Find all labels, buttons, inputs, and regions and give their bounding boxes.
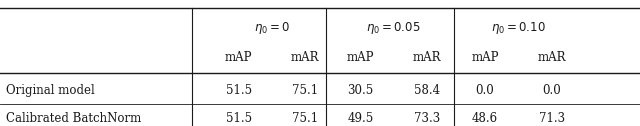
Text: mAR: mAR [413,51,441,65]
Text: $\eta_0 = 0.10$: $\eta_0 = 0.10$ [491,20,546,36]
Text: mAR: mAR [538,51,566,65]
Text: mAR: mAR [291,51,319,65]
Text: mAP: mAP [472,51,499,65]
Text: 73.3: 73.3 [413,112,440,125]
Text: 48.6: 48.6 [472,112,498,125]
Text: 51.5: 51.5 [226,112,252,125]
Text: 30.5: 30.5 [347,84,374,97]
Text: Calibrated BatchNorm: Calibrated BatchNorm [6,112,141,125]
Text: 0.0: 0.0 [476,84,495,97]
Text: 58.4: 58.4 [414,84,440,97]
Text: 51.5: 51.5 [226,84,252,97]
Text: 0.0: 0.0 [542,84,561,97]
Text: $\eta_0 = 0.05$: $\eta_0 = 0.05$ [366,20,421,36]
Text: Original model: Original model [6,84,95,97]
Text: 71.3: 71.3 [539,112,564,125]
Text: mAP: mAP [225,51,252,65]
Text: 75.1: 75.1 [292,84,318,97]
Text: 75.1: 75.1 [292,112,318,125]
Text: 49.5: 49.5 [347,112,374,125]
Text: mAP: mAP [347,51,374,65]
Text: $\eta_0 = 0$: $\eta_0 = 0$ [254,20,290,36]
